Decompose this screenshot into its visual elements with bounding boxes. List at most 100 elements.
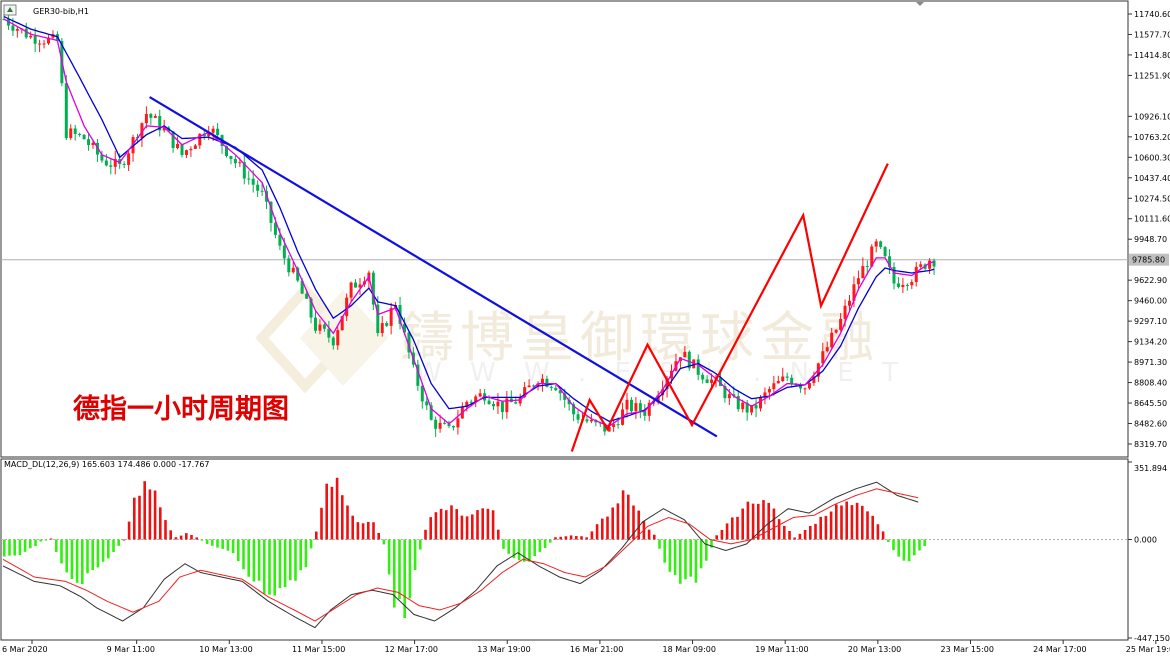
macd-histogram-bar	[403, 539, 406, 619]
macd-histogram-bar	[439, 508, 443, 540]
macd-histogram-bar	[465, 516, 469, 540]
macd-histogram-bar	[18, 539, 22, 556]
macd-histogram-bar	[569, 535, 573, 540]
candle	[763, 387, 767, 405]
candle	[291, 261, 295, 274]
macd-histogram-bar	[767, 502, 770, 540]
scroll-marker-icon[interactable]	[916, 2, 924, 6]
macd-histogram-bar	[829, 511, 833, 540]
macd-histogram-bar	[382, 539, 386, 545]
price-tick-label: 8482.60	[1134, 420, 1167, 429]
zigzag-pattern[interactable]	[570, 163, 889, 452]
candle	[87, 133, 91, 151]
last-price-label: 9785.80	[1132, 256, 1165, 265]
chart-title: 德指一小时周期图	[73, 394, 289, 425]
macd-histogram-bar	[34, 539, 37, 547]
macd-histogram-bar	[491, 510, 495, 540]
macd-histogram-bar	[351, 515, 354, 540]
time-tick-label: 19 Mar 11:00	[755, 645, 808, 654]
candle	[385, 321, 389, 328]
candle	[883, 245, 887, 258]
candle	[803, 387, 807, 395]
macd-histogram-bar	[263, 539, 266, 594]
macd-histogram-bar	[918, 539, 921, 551]
macd-histogram-bar	[226, 539, 230, 551]
symbol-label: GER30-bib,H1	[33, 7, 89, 16]
candle	[643, 404, 647, 421]
candle	[389, 302, 393, 335]
macd-histogram-bar	[762, 500, 765, 540]
macd-histogram-bar	[216, 539, 219, 548]
macd-histogram-bar	[221, 539, 224, 549]
macd-histogram-bar	[268, 539, 271, 595]
macd-histogram-bar	[757, 503, 760, 540]
macd-histogram-bar	[179, 535, 183, 540]
macd-histogram-bar	[554, 537, 557, 540]
macd-histogram-bar	[861, 505, 864, 540]
candle	[834, 329, 838, 334]
macd-histogram-bar	[720, 529, 724, 540]
price-tick-label: 8808.40	[1134, 379, 1167, 388]
macd-histogram-bar	[476, 510, 479, 540]
macd-histogram-bar	[907, 539, 911, 562]
candle	[910, 279, 914, 289]
macd-histogram-bar	[621, 490, 625, 540]
price-tick-label: 8319.70	[1134, 440, 1167, 449]
candle	[29, 31, 33, 39]
macd-histogram-bar	[580, 536, 583, 540]
macd-histogram-bar	[75, 539, 79, 583]
macd-histogram-bar	[29, 539, 32, 549]
macd-histogram-bar	[512, 539, 516, 559]
time-tick-label: 23 Mar 15:00	[941, 645, 994, 654]
candle	[358, 278, 362, 295]
candle	[336, 326, 340, 350]
candle	[647, 399, 651, 422]
candle	[781, 367, 785, 383]
candle	[723, 383, 727, 403]
macd-histogram-bar	[845, 501, 848, 540]
candle	[153, 113, 157, 119]
macd-histogram-bar	[159, 507, 162, 540]
macd-histogram-bar	[772, 508, 776, 540]
candle	[896, 276, 900, 289]
macd-histogram-bar	[190, 535, 193, 540]
macd-histogram-bar	[502, 539, 505, 549]
candle	[567, 396, 571, 411]
macd-histogram-bar	[96, 539, 100, 568]
candle	[331, 336, 335, 350]
chart-menu-icon[interactable]	[3, 4, 17, 16]
macd-histogram-bar	[278, 539, 282, 589]
macd-histogram-bar	[871, 515, 874, 540]
macd-histogram-bar	[705, 539, 708, 561]
price-tick-label: 8971.30	[1134, 358, 1167, 367]
candle	[549, 385, 553, 391]
macd-histogram-bar	[897, 539, 900, 557]
candle	[554, 385, 558, 392]
candle	[776, 375, 780, 384]
candle	[696, 354, 700, 381]
macd-histogram-bar	[777, 519, 781, 540]
candle	[376, 296, 380, 337]
candle	[247, 170, 251, 185]
macd-histogram-bar	[304, 539, 308, 568]
candle	[184, 149, 188, 159]
candle	[229, 155, 233, 165]
macd-histogram-bar	[195, 537, 198, 540]
candle	[113, 150, 117, 175]
macd-histogram-bar	[8, 539, 11, 556]
candle	[38, 39, 42, 53]
price-tick-label: 11740.60	[1134, 10, 1170, 19]
macd-histogram-bar	[902, 539, 906, 561]
candle	[825, 341, 829, 353]
macd-histogram-bar	[866, 511, 869, 540]
candle	[919, 261, 923, 270]
macd-histogram-bar	[632, 505, 635, 540]
candle	[100, 150, 104, 163]
macd-histogram-bar	[81, 539, 84, 584]
macd-histogram-bar	[398, 539, 401, 600]
candle	[505, 390, 509, 419]
candle	[705, 375, 709, 384]
trendline[interactable]	[149, 96, 718, 438]
